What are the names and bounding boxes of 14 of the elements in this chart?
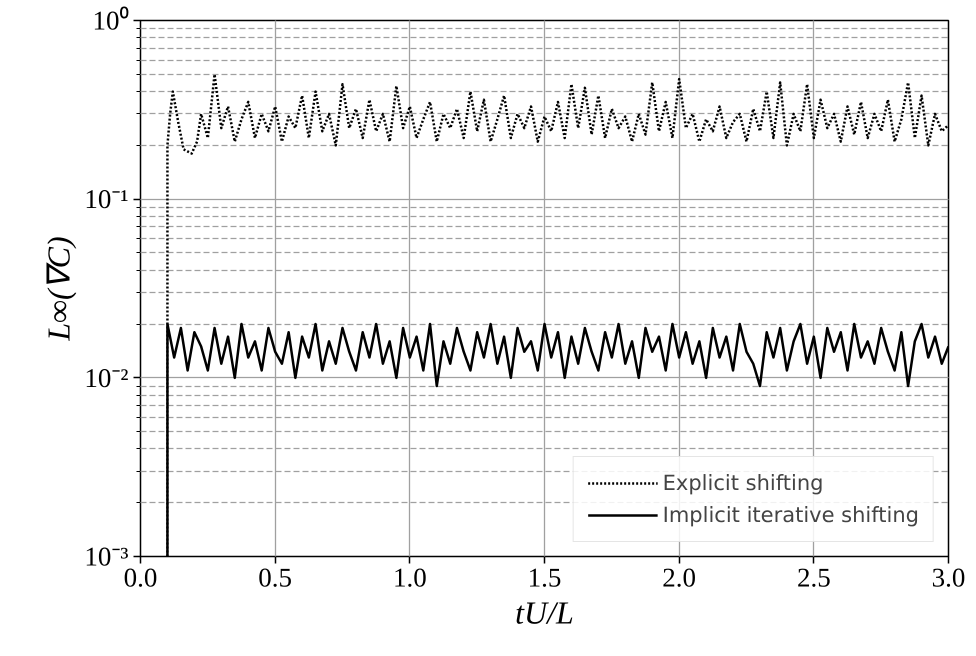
x-axis-title: tU/L (515, 594, 574, 630)
x-tick-label: 1.0 (392, 562, 427, 592)
x-tick-label: 0.5 (258, 562, 292, 592)
x-tick-label: 1.5 (528, 562, 562, 592)
y-tick-label: 10⁻² (84, 362, 129, 393)
legend-label: Implicit iterative shifting (662, 503, 919, 527)
x-tick-label: 0.0 (124, 562, 158, 592)
x-tick-label: 2.0 (662, 562, 696, 592)
legend-label: Explicit shifting (662, 471, 824, 495)
y-tick-label: 10⁰ (92, 6, 128, 36)
y-tick-label: 10⁻¹ (84, 184, 129, 214)
x-tick-label: 2.5 (796, 562, 831, 592)
x-tick-label: 3.0 (932, 562, 966, 592)
y-axis-title: L∞(∇C) (40, 236, 76, 342)
